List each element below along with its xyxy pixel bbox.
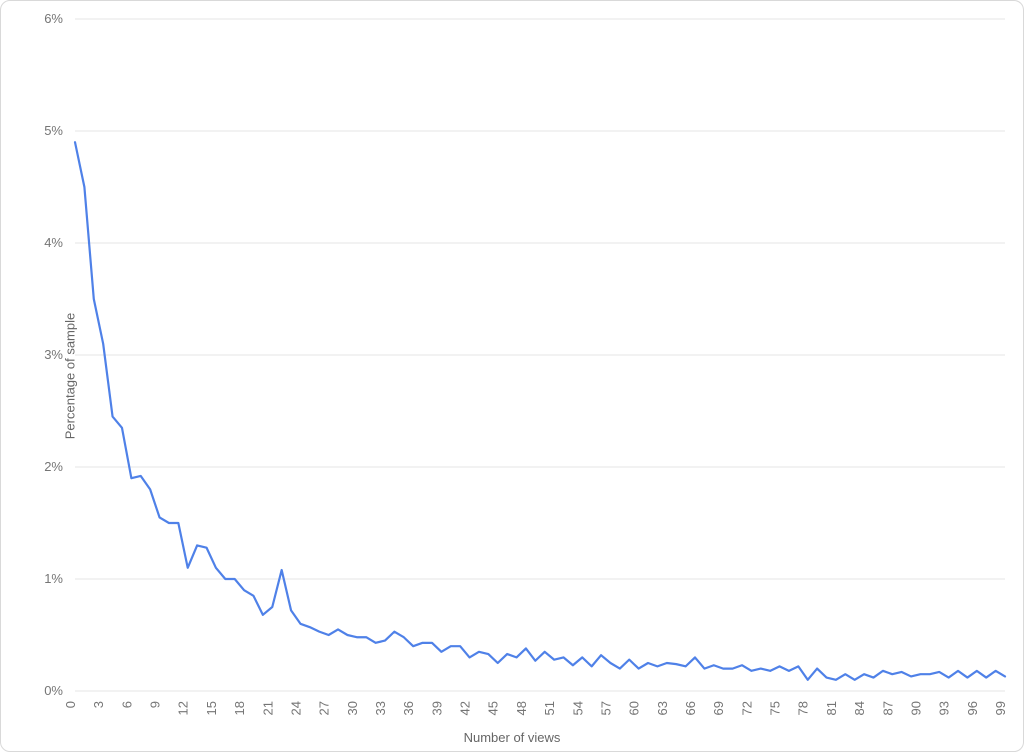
x-tick-label: 21 xyxy=(260,701,275,715)
x-tick-label: 90 xyxy=(908,701,923,715)
x-tick-label: 30 xyxy=(345,701,360,715)
y-tick-label: 4% xyxy=(44,235,63,250)
x-tick-label: 69 xyxy=(711,701,726,715)
y-tick-label: 1% xyxy=(44,571,63,586)
series-line xyxy=(75,142,1005,680)
x-tick-label: 39 xyxy=(429,701,444,715)
chart-frame: Percentage of sample 0%1%2%3%4%5%6%03691… xyxy=(0,0,1024,752)
x-tick-label: 96 xyxy=(965,701,980,715)
x-tick-label: 87 xyxy=(880,701,895,715)
y-tick-label: 6% xyxy=(44,11,63,26)
x-tick-label: 48 xyxy=(514,701,529,715)
x-tick-label: 27 xyxy=(317,701,332,715)
x-tick-label: 99 xyxy=(993,701,1008,715)
x-tick-label: 9 xyxy=(148,701,163,708)
x-tick-label: 81 xyxy=(824,701,839,715)
x-tick-label: 33 xyxy=(373,701,388,715)
x-tick-label: 66 xyxy=(683,701,698,715)
x-tick-label: 42 xyxy=(458,701,473,715)
y-axis-label: Percentage of sample xyxy=(63,313,78,439)
x-tick-label: 36 xyxy=(401,701,416,715)
line-chart: 0%1%2%3%4%5%6%03691215182124273033363942… xyxy=(1,1,1024,753)
x-tick-label: 24 xyxy=(288,701,303,715)
x-tick-label: 75 xyxy=(768,701,783,715)
y-tick-label: 2% xyxy=(44,459,63,474)
x-tick-label: 6 xyxy=(119,701,134,708)
x-tick-label: 18 xyxy=(232,701,247,715)
x-tick-label: 57 xyxy=(598,701,613,715)
x-tick-label: 60 xyxy=(627,701,642,715)
x-tick-label: 54 xyxy=(570,701,585,715)
x-tick-label: 63 xyxy=(655,701,670,715)
x-tick-label: 3 xyxy=(91,701,106,708)
y-tick-label: 0% xyxy=(44,683,63,698)
x-tick-label: 51 xyxy=(542,701,557,715)
x-axis-label: Number of views xyxy=(1,730,1023,745)
x-tick-label: 93 xyxy=(937,701,952,715)
x-tick-label: 15 xyxy=(204,701,219,715)
x-tick-label: 84 xyxy=(852,701,867,715)
x-tick-label: 78 xyxy=(796,701,811,715)
y-tick-label: 3% xyxy=(44,347,63,362)
x-tick-label: 72 xyxy=(739,701,754,715)
y-tick-label: 5% xyxy=(44,123,63,138)
x-tick-label: 12 xyxy=(176,701,191,715)
x-tick-label: 0 xyxy=(63,701,78,708)
x-tick-label: 45 xyxy=(486,701,501,715)
